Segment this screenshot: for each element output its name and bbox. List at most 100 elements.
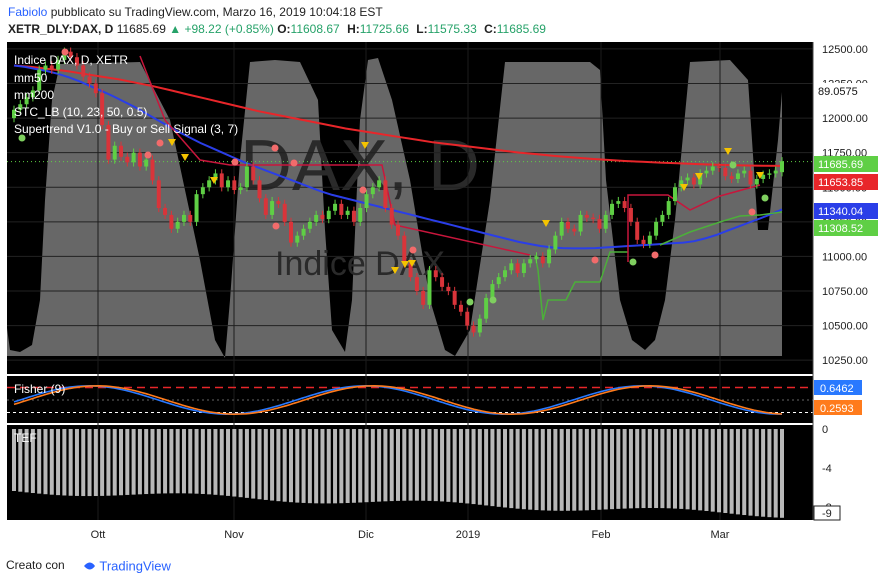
tef-bar: [584, 429, 589, 511]
candle-body: [654, 221, 659, 236]
candle-body: [458, 304, 463, 312]
candle-body: [144, 159, 149, 167]
tef-bar: [660, 429, 665, 509]
fisher-line-orange: [13, 384, 783, 416]
tef-bar: [270, 429, 275, 501]
tef-bars: 0-4-8-9: [12, 424, 841, 521]
tef-bar: [540, 429, 545, 511]
candle-body: [452, 291, 457, 305]
sell-signal-marker: [695, 173, 703, 180]
tef-bar: [559, 429, 564, 511]
tef-bar: [56, 429, 61, 496]
supertrend-up-2: [659, 211, 783, 246]
tef-bar: [597, 429, 602, 510]
price-tag-bg: [814, 83, 878, 99]
stc-dot: [409, 246, 417, 254]
tef-bar: [433, 429, 438, 502]
y-tick-label: 10750.00: [822, 286, 868, 298]
candle-body: [660, 214, 665, 222]
candle-body: [578, 214, 583, 232]
candle-body: [628, 208, 633, 222]
candle-body: [68, 51, 73, 58]
sell-signal-marker: [361, 142, 369, 149]
candle-body: [414, 277, 419, 291]
signal-markers: [18, 48, 769, 306]
candle-body: [188, 214, 193, 222]
candle-body: [534, 256, 539, 260]
fisher-lines: 0.6462 0.2593: [7, 380, 862, 416]
sell-signal-marker: [181, 154, 189, 161]
tef-bar: [244, 429, 249, 498]
tef-bar: [610, 429, 615, 510]
published-text: pubblicato su TradingView.com, Marzo 16,…: [50, 5, 383, 19]
created-with-text: Creato con: [6, 558, 65, 573]
candle-body: [49, 65, 54, 70]
supertrend-up: [534, 251, 628, 321]
tef-bar: [62, 429, 67, 496]
price-axis[interactable]: 12500.0012250.0012000.0011750.0011500.00…: [812, 42, 878, 520]
candle-body: [93, 83, 98, 94]
candle-body: [238, 187, 243, 191]
tef-bar: [458, 429, 463, 503]
candle-body: [622, 201, 627, 208]
time-axis[interactable]: Ott Nov Dic 2019 Feb Mar: [91, 529, 730, 541]
stc-dot: [651, 251, 659, 259]
stc-dot: [359, 186, 367, 194]
stc-area: [7, 58, 782, 358]
tef-bar: [641, 429, 646, 509]
tef-bar: [534, 429, 539, 511]
candle-body: [370, 187, 375, 195]
tef-bar: [565, 429, 570, 511]
candle-body: [377, 180, 382, 188]
candle-body: [515, 263, 520, 274]
price-tag-label: 89.0575: [818, 86, 858, 98]
candle-body: [263, 198, 268, 215]
tef-bar: [578, 429, 583, 511]
candle-body: [163, 208, 168, 215]
price-tag-label: 11308.52: [818, 223, 863, 235]
tef-bar: [251, 429, 256, 499]
candle-body: [641, 239, 646, 244]
author-link[interactable]: Fabiolo: [8, 5, 48, 19]
tef-bar: [257, 429, 262, 500]
candle-body: [559, 221, 564, 236]
candle-body: [232, 180, 237, 191]
price-tag-bg: [814, 203, 878, 219]
candle-body: [307, 221, 312, 229]
tef-bar: [282, 429, 287, 502]
tef-bar: [87, 429, 92, 497]
tef-bar: [351, 429, 356, 503]
tef-tick-label: -4: [822, 463, 832, 475]
tef-bar: [754, 429, 759, 517]
sell-signal-marker: [680, 184, 688, 191]
tef-bar: [326, 429, 331, 504]
price-tag-label: 11653.85: [818, 177, 863, 189]
tef-bar: [377, 429, 382, 502]
tradingview-logo-icon[interactable]: [72, 558, 96, 574]
candle-body: [251, 166, 256, 181]
stc-dot: [61, 48, 69, 56]
tef-bar: [314, 429, 319, 504]
tef-bar: [396, 429, 400, 501]
candle-body: [465, 311, 470, 326]
candle-body: [37, 69, 42, 91]
candle-body: [610, 203, 615, 215]
symbol-label: XETR_DLY:DAX, D: [8, 22, 114, 36]
tef-bar: [288, 429, 293, 503]
candle-body: [584, 214, 589, 218]
candle-body: [591, 217, 596, 220]
tef-bar: [402, 429, 407, 501]
tradingview-brand-link[interactable]: TradingView: [99, 558, 171, 574]
tef-bar: [515, 429, 520, 509]
tef-bar: [339, 429, 344, 504]
candle-body: [213, 173, 218, 181]
candle-body: [257, 180, 262, 199]
tef-bar: [628, 429, 633, 509]
open-value: 11608.67: [290, 22, 340, 36]
stc-dot: [18, 134, 26, 142]
tef-bar: [12, 429, 16, 491]
tef-bar: [194, 429, 199, 494]
candle-body: [572, 228, 577, 232]
low-label: L:: [416, 22, 428, 36]
